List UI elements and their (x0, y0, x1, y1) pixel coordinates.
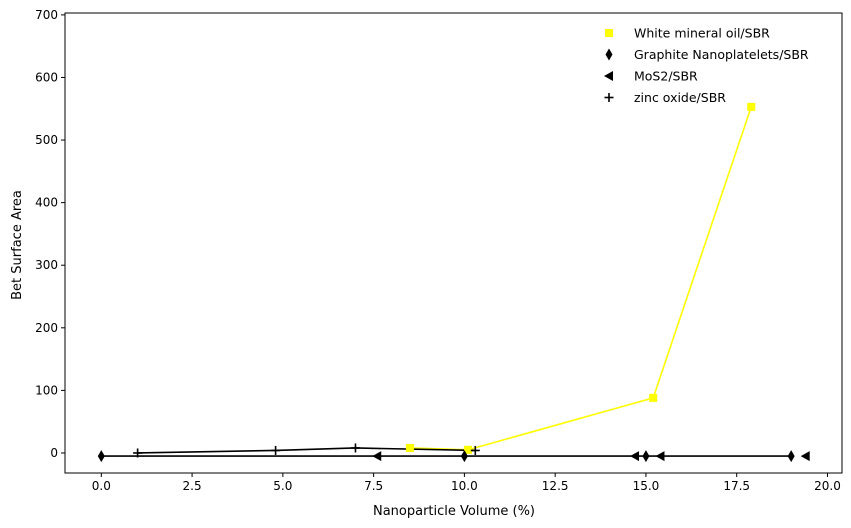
y-tick-label: 0 (50, 446, 58, 460)
data-point-s1-p0 (97, 450, 105, 463)
y-tick-label: 500 (35, 133, 58, 147)
legend-marker-3 (604, 93, 614, 102)
data-point-s0-p3 (747, 102, 756, 111)
x-tick-label: 2.5 (183, 479, 202, 493)
data-point-s3-p1 (271, 445, 281, 455)
x-tick-label: 17.5 (723, 479, 750, 493)
data-point-s3-p0 (133, 448, 143, 458)
legend-marker-1 (605, 48, 613, 61)
data-point-s2-p3 (800, 451, 810, 462)
legend: White mineral oil/SBR Graphite Nanoplatel… (604, 26, 809, 105)
x-tick-label: 7.5 (364, 479, 383, 493)
legend-label-0: White mineral oil/SBR (634, 26, 770, 41)
x-axis-label: Nanoparticle Volume (%) (373, 504, 535, 519)
legend-label-1: Graphite Nanoplatelets/SBR (634, 47, 809, 62)
legend-label-3: zinc oxide/SBR (634, 90, 726, 105)
x-tick-label: 5.0 (273, 479, 292, 493)
y-tick-label: 200 (35, 321, 58, 335)
data-point-s2-p2 (655, 451, 665, 462)
data-point-s0-p1 (464, 445, 473, 454)
x-tick-label: 15.0 (633, 479, 660, 493)
series-line-0 (409, 106, 752, 451)
series-line-3 (137, 447, 476, 454)
legend-label-2: MoS2/SBR (634, 69, 698, 84)
legend-marker-0 (605, 29, 613, 37)
x-tick-label: 12.5 (542, 479, 569, 493)
axes: 0.0 2.5 5.0 7.5 10.0 12.5 15.0 17.5 20.0 0 100 200 3… (35, 8, 843, 493)
y-tick-label: 300 (35, 258, 58, 272)
y-tick-label: 600 (35, 70, 58, 84)
data-point-s2-p1 (630, 451, 640, 462)
data-point-s1-p1 (460, 450, 468, 463)
plot-frame (64, 12, 843, 474)
y-tick-label: 100 (35, 383, 58, 397)
data-point-s3-p2 (350, 443, 360, 453)
x-tick-label: 0.0 (92, 479, 111, 493)
data-point-s0-p2 (649, 393, 658, 402)
y-tick-label: 400 (35, 196, 58, 210)
x-tick-label: 20.0 (814, 479, 841, 493)
y-tick-label: 700 (35, 8, 58, 22)
data-point-s2-p0 (372, 451, 382, 462)
legend-marker-2 (604, 71, 613, 81)
data-point-s0-p0 (405, 443, 414, 452)
y-axis-label: Bet Surface Area (10, 190, 25, 300)
data-point-s1-p3 (787, 450, 795, 463)
data-point-s3-p3 (470, 445, 480, 455)
plot-area (97, 102, 810, 463)
data-point-s1-p2 (642, 450, 650, 463)
x-tick-label: 10.0 (451, 479, 478, 493)
